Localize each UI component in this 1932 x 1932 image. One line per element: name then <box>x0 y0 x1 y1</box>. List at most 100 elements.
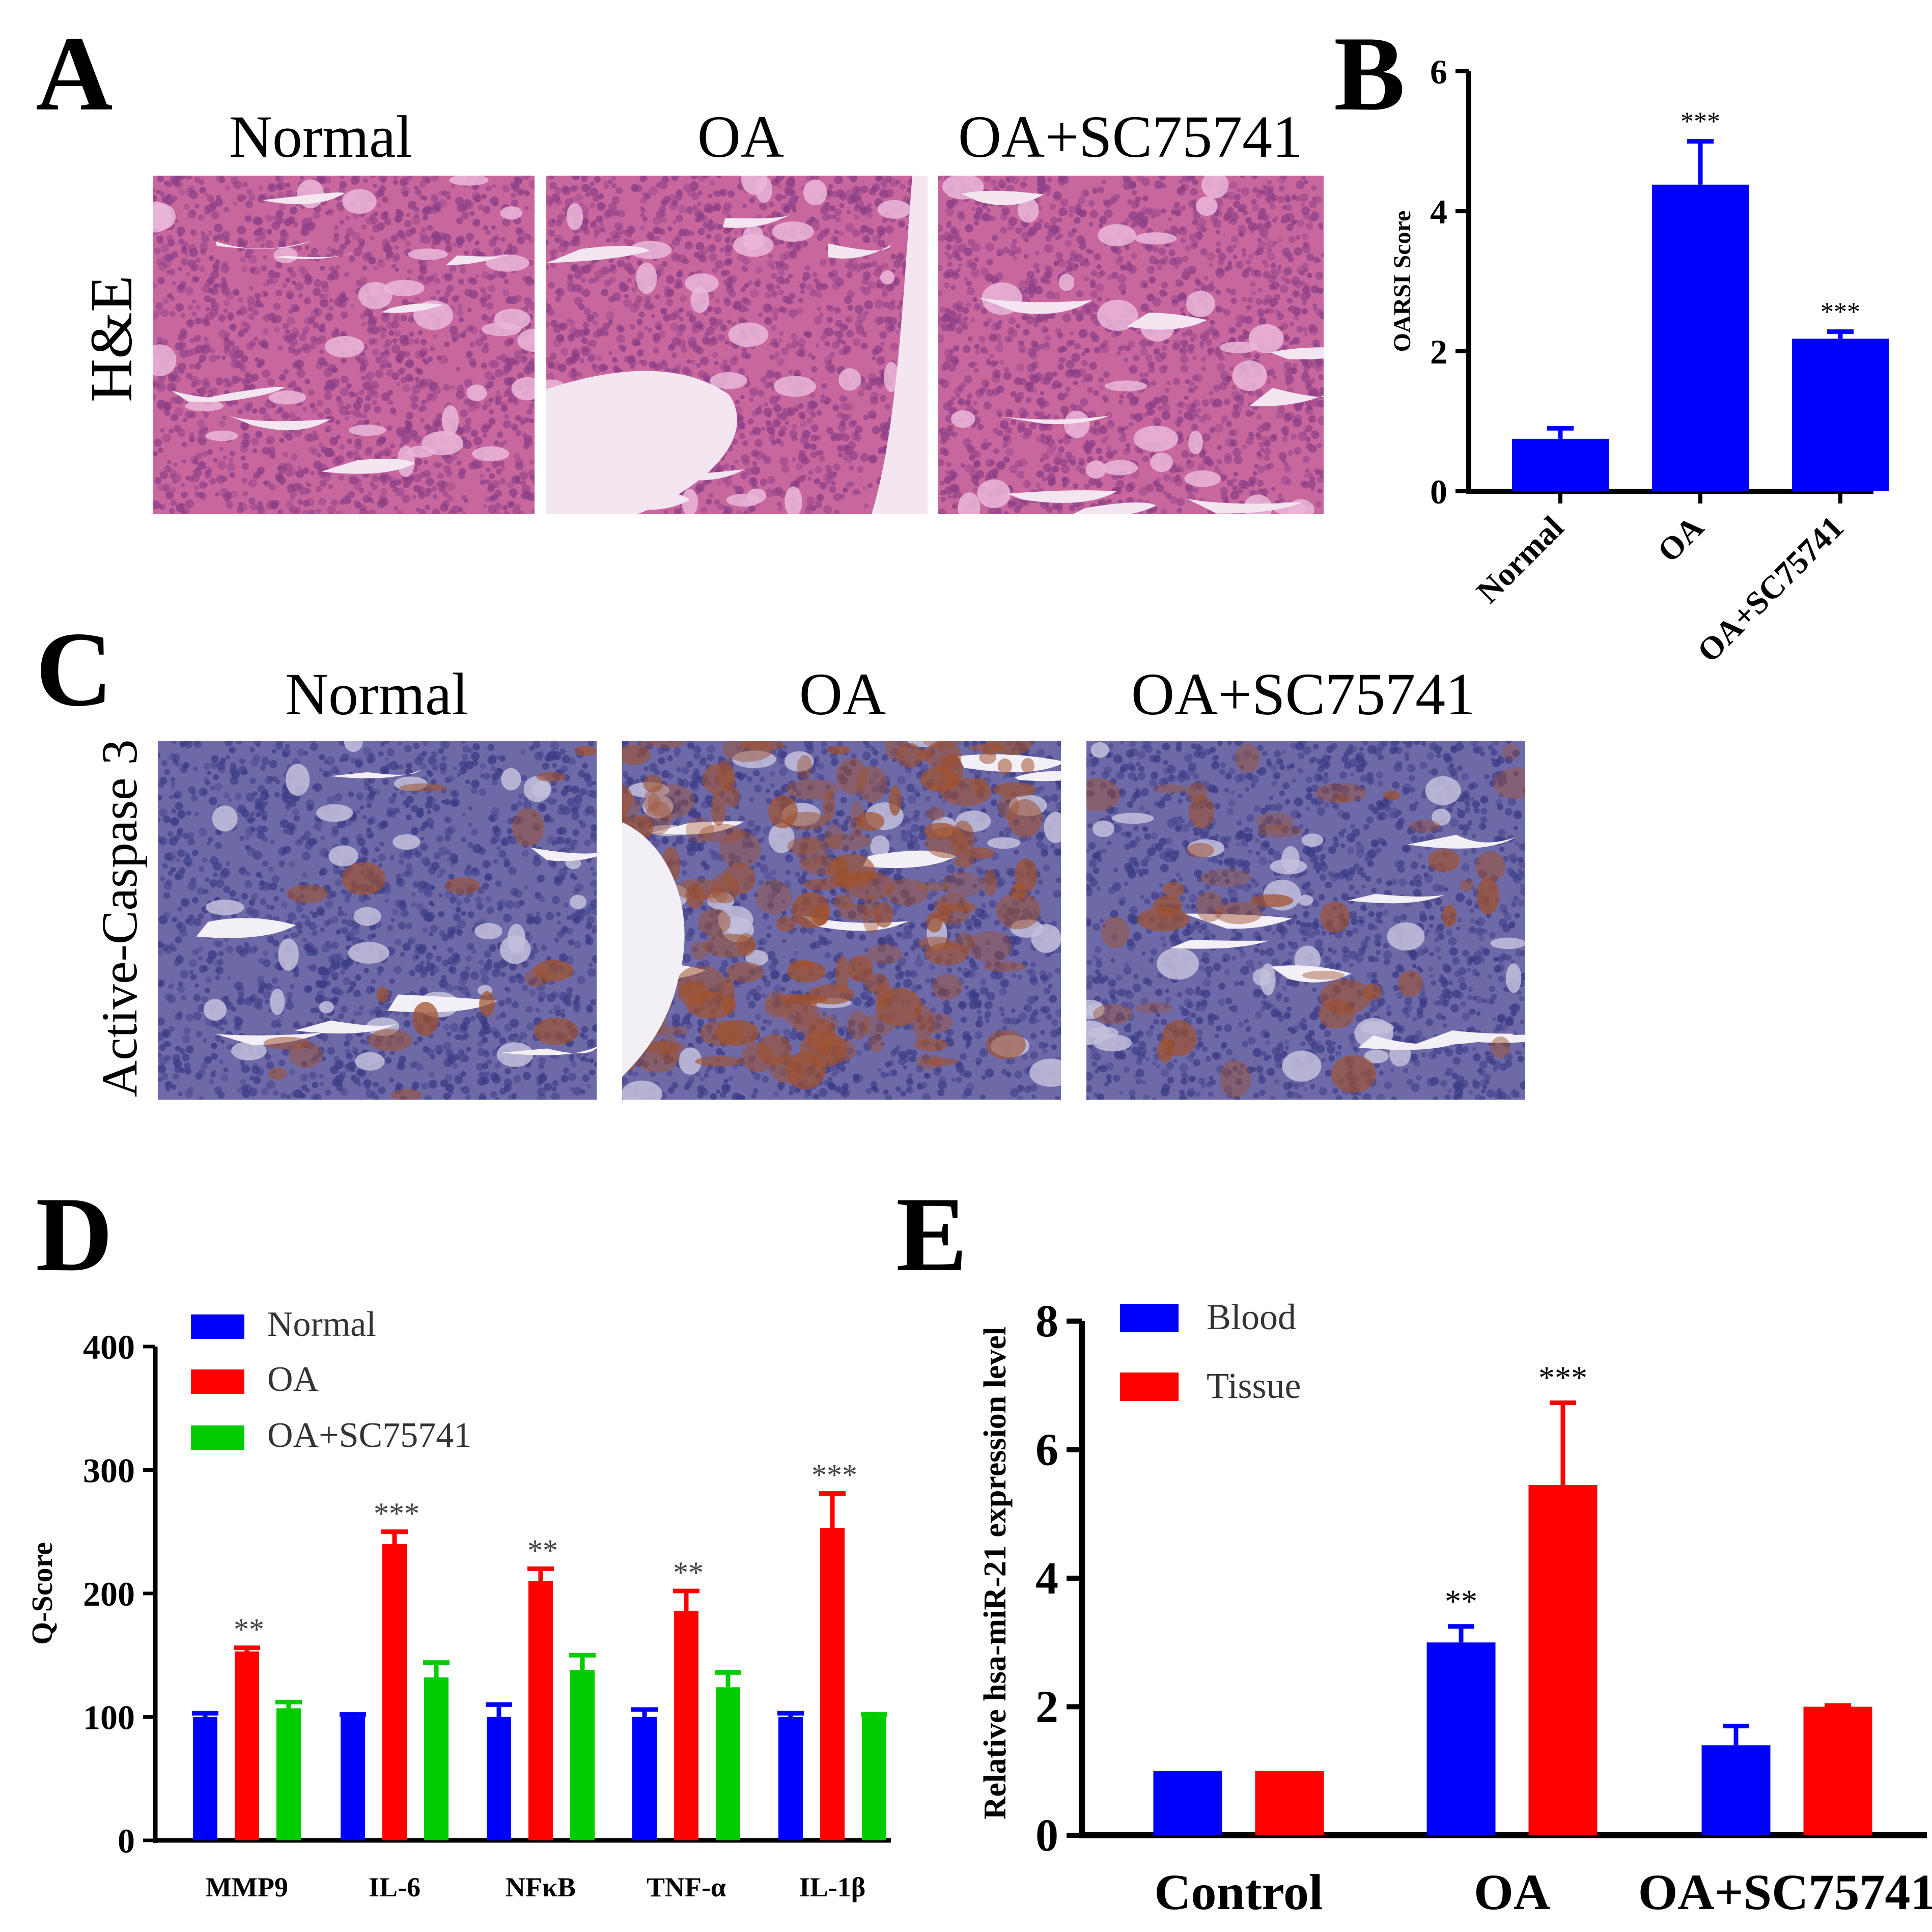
tissue-nucleus <box>564 198 573 207</box>
tissue-nucleus <box>382 327 387 332</box>
tissue-nucleus <box>1060 356 1066 362</box>
tissue-nucleus <box>900 183 906 190</box>
tissue-nucleus <box>504 414 509 419</box>
tissue-nucleus <box>325 380 334 389</box>
tissue-cell-body <box>685 273 719 294</box>
tissue-nucleus <box>1190 188 1198 196</box>
tissue-nucleus <box>1117 490 1122 495</box>
tissue-nucleus <box>1220 487 1228 495</box>
tissue-nucleus <box>527 469 535 479</box>
tissue-nucleus <box>514 176 519 182</box>
tissue-nucleus <box>609 276 615 284</box>
tissue-nucleus <box>185 271 190 276</box>
tissue-nucleus <box>225 498 230 503</box>
tissue-nucleus <box>832 404 839 411</box>
tissue-nucleus <box>714 499 720 506</box>
tissue-cell-body <box>273 247 298 264</box>
tissue-nucleus <box>938 290 943 297</box>
tissue-nucleus <box>661 261 668 267</box>
tissue-nucleus <box>810 424 819 432</box>
tissue-nucleus <box>515 503 521 510</box>
tissue-nucleus <box>443 384 450 391</box>
tissue-nucleus <box>1235 261 1244 269</box>
tissue-nucleus <box>195 317 203 325</box>
tissue-nucleus <box>240 455 246 461</box>
tissue-nucleus <box>1025 381 1031 387</box>
tissue-nucleus <box>612 209 620 217</box>
tissue-nucleus <box>864 206 872 213</box>
tissue-nucleus <box>900 222 905 228</box>
tissue-nucleus <box>186 319 193 326</box>
tissue-nucleus <box>829 205 835 211</box>
tissue-nucleus <box>559 239 567 246</box>
tissue-nucleus <box>261 290 268 298</box>
tissue-nucleus <box>1036 470 1044 478</box>
tissue-nucleus <box>169 311 176 317</box>
tissue-nucleus <box>189 363 195 369</box>
tissue-nucleus <box>741 347 746 352</box>
tissue-nucleus <box>830 437 835 442</box>
tissue-nucleus <box>242 436 251 445</box>
tissue-nucleus <box>170 296 175 301</box>
tissue-nucleus <box>1262 190 1268 197</box>
tissue-nucleus <box>1224 398 1231 405</box>
tissue-cell-body <box>741 176 767 195</box>
tissue-nucleus <box>481 293 490 302</box>
tissue-nucleus <box>878 449 883 454</box>
tissue-nucleus <box>1277 493 1283 498</box>
tissue-nucleus <box>600 266 609 275</box>
tissue-nucleus <box>1161 281 1168 289</box>
tissue-nucleus <box>190 209 196 214</box>
tissue-nucleus <box>297 466 302 471</box>
tissue-nucleus <box>509 488 518 497</box>
tissue-nucleus <box>832 214 837 219</box>
tissue-nucleus <box>1268 275 1276 284</box>
tissue-nucleus <box>678 307 683 313</box>
tissue-nucleus <box>637 333 644 341</box>
tissue-nucleus <box>826 465 830 470</box>
tissue-nucleus <box>512 506 521 514</box>
tissue-nucleus <box>770 272 777 279</box>
tissue-nucleus <box>426 225 433 232</box>
tissue-nucleus <box>470 430 478 437</box>
tissue-nucleus <box>575 193 583 202</box>
tissue-nucleus <box>1080 501 1085 506</box>
tissue-nucleus <box>890 342 899 351</box>
tissue-nucleus <box>203 412 209 418</box>
tissue-nucleus <box>413 338 420 345</box>
panel-a-title-oa: OA <box>697 103 785 170</box>
tissue-nucleus <box>1293 418 1302 428</box>
tissue-nucleus <box>304 433 313 442</box>
tissue-nucleus <box>775 395 781 401</box>
tissue-nucleus <box>314 308 323 317</box>
tissue-nucleus <box>546 195 553 205</box>
tissue-nucleus <box>1276 313 1284 320</box>
tissue-nucleus <box>819 482 827 490</box>
tissue-nucleus <box>675 235 682 241</box>
tissue-nucleus <box>485 230 490 235</box>
tissue-nucleus <box>520 417 527 424</box>
tissue-sinus <box>215 240 312 249</box>
tissue-nucleus <box>421 227 426 232</box>
tissue-nucleus <box>594 230 600 236</box>
tissue-nucleus <box>464 379 473 387</box>
tissue-nucleus <box>1090 270 1097 276</box>
tissue-nucleus <box>1277 237 1283 243</box>
tissue-nucleus <box>861 277 870 285</box>
tissue-nucleus <box>1256 222 1265 231</box>
tissue-nucleus <box>1179 466 1185 473</box>
tissue-nucleus <box>580 346 587 353</box>
tissue-nucleus <box>408 376 414 383</box>
tissue-nucleus <box>284 218 292 227</box>
tissue-nucleus <box>170 487 176 493</box>
tissue-nucleus <box>1282 267 1291 276</box>
tissue-nucleus <box>226 291 235 301</box>
tissue-nucleus <box>791 340 799 348</box>
tissue-nucleus <box>1042 453 1049 460</box>
tissue-nucleus <box>640 212 645 218</box>
tissue-nucleus <box>1019 348 1025 353</box>
tissue-nucleus <box>1187 344 1195 351</box>
tissue-nucleus <box>700 507 707 514</box>
tissue-nucleus <box>249 249 255 254</box>
tissue-nucleus <box>604 331 609 336</box>
